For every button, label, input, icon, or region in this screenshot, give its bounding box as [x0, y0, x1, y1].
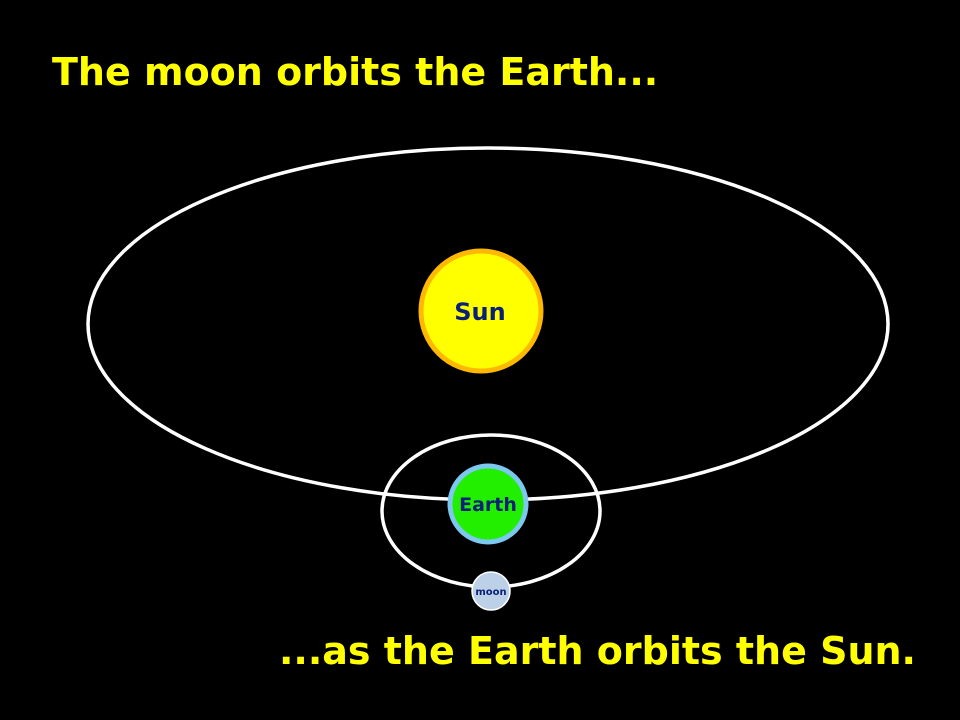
sun: [418, 248, 544, 374]
bottom-caption: ...as the Earth orbits the Sun.: [278, 629, 916, 673]
moon-label: moon: [475, 587, 506, 598]
top-caption: The moon orbits the Earth...: [52, 50, 659, 94]
moon: [471, 571, 511, 611]
sun-label: Sun: [454, 298, 505, 326]
earth: [447, 463, 529, 545]
earth-label: Earth: [459, 494, 517, 516]
